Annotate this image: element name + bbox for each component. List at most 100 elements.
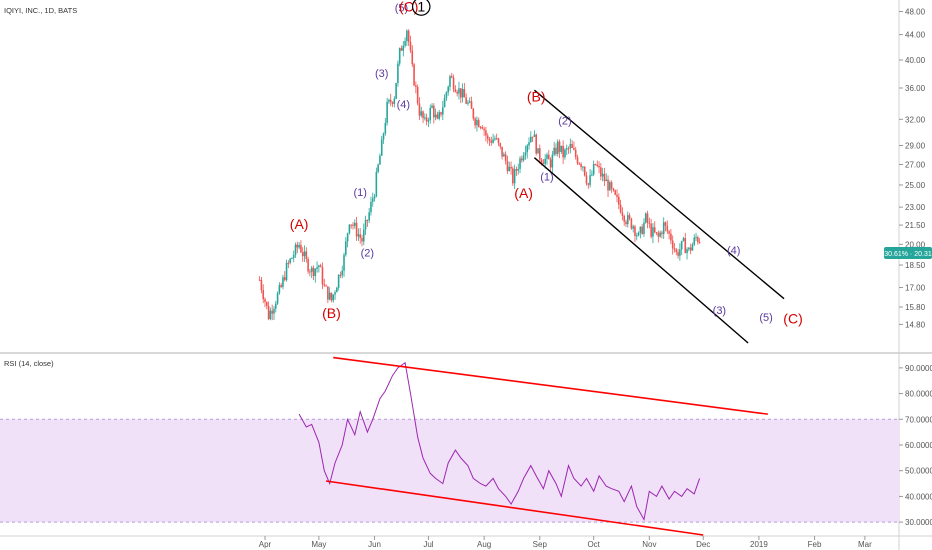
wave-label: (5) [395,2,408,14]
candle-body [564,149,566,158]
candle-body [639,226,642,233]
rsi-tick-label: 60.0000 [905,441,932,450]
candle-body [316,267,318,269]
candle-body [345,241,347,255]
price-channel-lines[interactable] [533,89,785,344]
price-tick-label: 17.00 [905,284,926,293]
candle-body [318,265,320,268]
rsi-trendline[interactable] [325,480,704,536]
candle-body [379,155,381,165]
elliott-wave-labels: (A) (B) (1) (2) (3) (4) (5) (C) (A) (B) (1) (2) (4) (… [290,0,803,326]
candle-body [662,222,665,235]
candle-body [377,164,379,172]
price-tick-label: 15.80 [905,303,926,312]
candle-body [513,169,516,184]
candle-body [585,175,588,184]
candle-body [271,310,273,314]
rsi-trendlines[interactable] [325,356,768,536]
candle-body [630,218,633,229]
candle-body [370,201,372,213]
price-tick-label: 18.50 [905,261,926,270]
candle-body [282,277,284,287]
candle-body [558,141,561,152]
candle-body [418,103,421,116]
candle-body [309,271,311,273]
candle-body [686,249,688,254]
candle-body [328,292,331,300]
candle-body [619,204,622,213]
price-axis[interactable]: 48.00 44.00 40.00 36.00 32.00 29.00 27.00 25.00… [899,7,926,329]
candle-body [688,247,690,250]
time-axis[interactable]: Apr May Jun Jul Aug Sep Oct Nov Dec 2019 Feb Mar [259,536,872,549]
candle-body [551,154,554,168]
channel-trendline[interactable] [533,157,749,344]
candle-body [305,251,308,259]
candle-body [618,196,620,205]
rsi-axis[interactable]: 90.0000 80.0000 70.0000 60.0000 50.0000 40.00… [899,364,932,527]
candle-body [260,279,263,291]
candle-body [684,238,687,254]
price-candles [258,29,701,321]
candle-body [594,164,597,166]
price-tick-label: 44.00 [905,31,926,40]
candle-body [382,133,385,140]
candle-body [334,292,336,295]
rsi-tick-label: 50.0000 [905,467,932,476]
wave-label: (2) [361,248,374,260]
candle-body [526,145,529,153]
candle-body [398,48,401,64]
candle-body [314,268,317,277]
candle-body [459,88,462,98]
candle-body [355,222,358,237]
candle-body [565,148,568,150]
price-tick-label: 48.00 [905,7,926,16]
candle-body [404,40,406,46]
rsi-tick-label: 40.0000 [905,492,932,501]
channel-trendline[interactable] [533,89,785,300]
candle-body [461,88,464,98]
candle-body [287,262,290,264]
rsi-tick-label: 90.0000 [905,364,932,373]
candle-body [524,152,527,156]
candle-body [300,244,302,253]
candle-body [393,98,396,104]
price-tick-label: 25.00 [905,181,926,190]
price-tick-label: 23.00 [905,203,926,212]
candle-body [583,166,586,176]
candle-body [612,188,615,191]
candle-body [560,145,563,152]
candle-body [411,50,414,65]
candle-body [380,139,383,156]
wave-label: (C) [783,310,802,326]
candle-body [472,108,475,119]
candle-body [661,232,663,235]
price-tick-label: 27.00 [905,161,926,170]
candle-body [580,164,582,167]
candle-body [486,135,489,139]
rsi-tick-label: 80.0000 [905,390,932,399]
candle-body [477,119,480,127]
candle-body [510,166,512,169]
candle-body [485,130,487,136]
candle-body [537,148,539,154]
candle-body [298,244,300,248]
rsi-trendline[interactable] [333,356,768,415]
candle-body [384,122,387,134]
candle-body [476,119,478,126]
candle-body [637,232,640,236]
candle-body [680,240,683,250]
candle-body [368,212,370,221]
candle-body [546,154,548,159]
candle-body [438,112,441,119]
candle-body [339,274,342,276]
candle-body [262,290,265,300]
wave-label: (4) [727,245,740,257]
candle-body [567,148,570,150]
candle-body [497,138,500,144]
candle-body [547,154,550,160]
candle-body [621,212,624,216]
candle-body [614,190,617,195]
symbol-title: IQIYI, INC., 1D, BATS [4,6,77,15]
candle-body [533,134,536,138]
